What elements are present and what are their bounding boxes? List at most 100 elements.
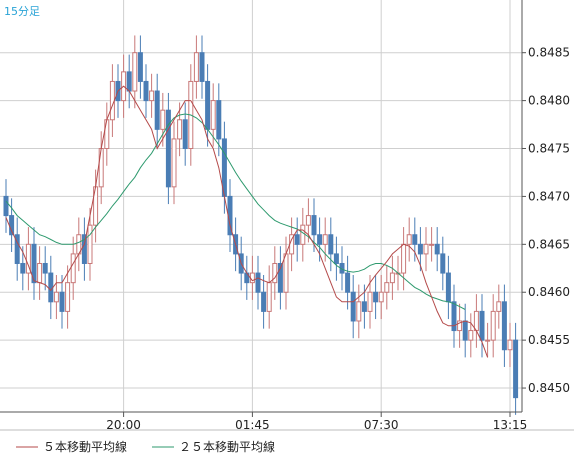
candle-up xyxy=(37,262,43,284)
candles xyxy=(3,35,519,415)
candle-up xyxy=(177,119,183,140)
x-tick-label: 20:00 xyxy=(106,418,141,432)
candle-down xyxy=(317,234,323,245)
candle-up xyxy=(490,310,496,341)
candle-up xyxy=(283,253,289,293)
y-tick-label: 0.8465 xyxy=(528,237,570,251)
candle-down xyxy=(501,301,507,351)
candle-up xyxy=(272,262,278,284)
candle-up xyxy=(98,148,104,188)
candle-down xyxy=(42,262,48,274)
candle-up xyxy=(322,234,328,245)
y-tick-label: 0.8470 xyxy=(528,189,570,203)
candle-down xyxy=(31,243,37,284)
candle-up xyxy=(210,100,216,130)
timeframe-label: 15分足 xyxy=(4,5,40,18)
candle-down xyxy=(261,291,267,312)
candle-up xyxy=(468,330,474,341)
legend: ５本移動平均線 ２５本移動平均線 xyxy=(16,439,275,454)
candle-up xyxy=(70,253,76,284)
candle-down xyxy=(48,272,54,303)
candle-up xyxy=(473,310,479,332)
candle-down xyxy=(373,291,379,303)
candle-down xyxy=(199,52,205,82)
candle-down xyxy=(445,272,451,303)
candle-down xyxy=(154,90,160,130)
candle-down xyxy=(328,234,334,255)
candle-up xyxy=(300,224,306,245)
candle-down xyxy=(137,52,143,82)
candle-up xyxy=(384,282,390,293)
candle-down xyxy=(205,80,211,130)
candle-up xyxy=(356,301,362,322)
candle-down xyxy=(451,301,457,332)
candle-up xyxy=(65,282,71,312)
candle-down xyxy=(333,253,339,264)
candle-down xyxy=(277,262,283,293)
candle-down xyxy=(3,195,9,217)
candle-down xyxy=(440,253,446,274)
candle-up xyxy=(149,90,155,102)
candle-up xyxy=(485,339,491,342)
ma25-line xyxy=(5,113,466,310)
y-tick-label: 0.8455 xyxy=(528,333,570,347)
x-tick-label: 01:45 xyxy=(235,418,270,432)
candle-down xyxy=(345,272,351,293)
candle-up xyxy=(496,301,502,312)
legend-label: ５本移動平均線 xyxy=(43,439,127,454)
legend-label: ２５本移動平均線 xyxy=(179,439,275,454)
candle-up xyxy=(132,52,138,92)
candle-down xyxy=(81,234,87,264)
y-tick-label: 0.8480 xyxy=(528,94,570,108)
y-tick-label: 0.8450 xyxy=(528,381,570,395)
y-tick-label: 0.8475 xyxy=(528,142,570,156)
candle-up xyxy=(423,243,429,255)
candle-up xyxy=(406,234,412,245)
axes: 0.8485 0.8480 0.8475 0.8470 0.8465 0.8460 0.84… xyxy=(0,0,574,432)
candle-down xyxy=(294,234,300,245)
candle-down xyxy=(412,234,418,245)
candle-down xyxy=(513,339,519,399)
candle-up xyxy=(193,52,199,82)
candle-up xyxy=(389,272,395,284)
candle-down xyxy=(255,272,261,293)
candle-down xyxy=(14,234,20,264)
candle-down xyxy=(59,291,65,312)
candle-up xyxy=(367,291,373,312)
candle-up xyxy=(429,243,435,246)
candle-down xyxy=(182,119,188,150)
moving-averages xyxy=(5,85,489,358)
candle-up xyxy=(25,243,31,274)
candle-down xyxy=(311,215,317,236)
candle-up xyxy=(507,339,513,351)
candle-down xyxy=(417,243,423,255)
candle-up xyxy=(87,224,93,264)
candle-down xyxy=(350,291,356,322)
candle-down xyxy=(143,80,149,102)
candle-down xyxy=(20,262,26,274)
candle-up xyxy=(457,320,463,332)
candle-up xyxy=(160,109,166,130)
candle-down xyxy=(462,320,468,341)
candle-down xyxy=(165,109,171,188)
candle-up xyxy=(171,138,177,188)
candle-up xyxy=(378,291,384,303)
candle-up xyxy=(266,282,272,312)
x-tick-label: 13:15 xyxy=(493,418,528,432)
candle-down xyxy=(479,310,485,341)
candle-up xyxy=(305,215,311,226)
y-tick-label: 0.8460 xyxy=(528,285,570,299)
y-tick-label: 0.8485 xyxy=(528,46,570,60)
x-tick-label: 07:30 xyxy=(364,418,399,432)
grid xyxy=(0,0,522,412)
candle-up xyxy=(53,291,59,303)
candle-down xyxy=(361,301,367,312)
candle-down xyxy=(126,71,132,92)
candle-up xyxy=(104,119,110,150)
candle-up xyxy=(401,243,407,274)
candle-down xyxy=(216,100,222,140)
ma5-line xyxy=(5,85,489,358)
